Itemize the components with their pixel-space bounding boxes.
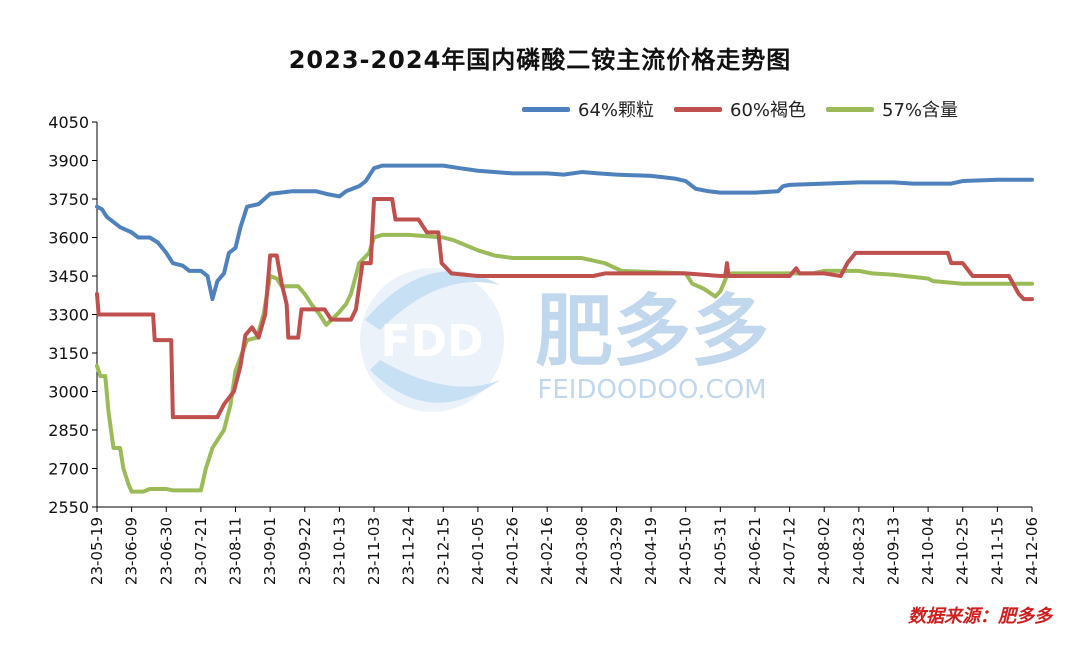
watermark-brand: 肥多多 <box>535 287 769 377</box>
y-tick-label: 3600 <box>48 229 89 248</box>
y-tick-label: 2850 <box>48 421 89 440</box>
watermark: FDD 肥多多 FEIDOODOO.COM <box>360 268 769 412</box>
x-tick-label: 24-10-04 <box>919 517 937 585</box>
x-tick-label: 24-02-16 <box>538 517 556 585</box>
watermark-logo-swoosh-top <box>365 271 500 330</box>
y-tick-label: 3000 <box>48 383 89 402</box>
legend-label-57: 57%含量 <box>882 100 959 121</box>
watermark-logo-text: FDD <box>380 316 483 367</box>
chart-title: 2023-2024年国内磷酸二铵主流价格走势图 <box>288 46 792 74</box>
legend-label-64: 64%颗粒 <box>578 100 655 121</box>
legend-item-57: 57%含量 <box>826 96 958 122</box>
legend-swatch-64 <box>522 106 570 112</box>
legend-swatch-57 <box>826 106 875 112</box>
x-tick-label: 24-03-29 <box>607 517 625 585</box>
x-tick-label: 23-09-22 <box>296 517 314 585</box>
x-tick-label: 24-07-12 <box>781 517 799 585</box>
axes: 2550 2700 2850 3000 3150 3300 3450 3600 3750 3900… <box>48 113 1041 585</box>
x-tick-label: 24-04-19 <box>642 517 660 585</box>
x-tick-label: 24-05-31 <box>711 517 729 585</box>
x-tick-label: 23-07-21 <box>192 517 210 585</box>
x-tick-label: 23-08-11 <box>227 517 245 585</box>
legend-item-60: 60%褐色 <box>674 96 806 122</box>
x-tick-label: 23-12-15 <box>434 517 452 585</box>
x-tick-label: 23-11-24 <box>400 517 418 585</box>
watermark-url: FEIDOODOO.COM <box>537 375 766 405</box>
y-tick-label: 3900 <box>48 152 89 171</box>
y-tick-label: 3150 <box>48 344 89 363</box>
legend-item-64: 64%颗粒 <box>522 96 654 122</box>
series-line-2 <box>95 232 1034 494</box>
x-tick-label: 24-06-21 <box>746 517 764 585</box>
x-tick-label: 23-11-03 <box>365 517 383 585</box>
x-tick-label: 24-11-15 <box>988 517 1006 585</box>
source-note: 数据来源：肥多多 <box>908 606 1052 627</box>
y-tick-label: 3300 <box>48 306 89 325</box>
watermark-logo-swoosh-bottom <box>370 360 500 403</box>
x-tick-label: 23-06-30 <box>157 517 175 585</box>
y-tick-label: 4050 <box>48 113 89 132</box>
x-tick-label: 24-08-23 <box>850 517 868 585</box>
x-tick-label: 24-03-08 <box>573 517 591 585</box>
x-tick-label: 24-09-13 <box>884 517 902 585</box>
x-tick-label: 23-05-19 <box>88 517 106 585</box>
x-tick-label: 24-01-26 <box>504 517 522 585</box>
y-tick-label: 3750 <box>48 190 89 209</box>
series-line-1 <box>95 197 1034 420</box>
x-tick-label: 24-12-06 <box>1023 517 1041 585</box>
legend-label-60: 60%褐色 <box>730 100 807 121</box>
x-tick-label: 24-08-02 <box>815 517 833 585</box>
y-tick-label: 2550 <box>48 498 89 517</box>
y-tick-label: 2700 <box>48 460 89 479</box>
x-tick-label: 24-05-10 <box>677 517 695 585</box>
x-tick-label: 24-01-05 <box>469 517 487 585</box>
x-tick-label: 23-06-09 <box>123 517 141 585</box>
x-tick-label: 23-10-13 <box>330 517 348 585</box>
x-tick-label: 23-09-01 <box>261 517 279 585</box>
series-layer <box>95 163 1034 494</box>
series-line-0 <box>95 163 1034 302</box>
chart-legend: 64%颗粒 60%褐色 57%含量 <box>522 96 958 122</box>
legend-swatch-60 <box>674 106 723 112</box>
x-tick-label: 24-10-25 <box>954 517 972 585</box>
y-tick-label: 3450 <box>48 267 89 286</box>
